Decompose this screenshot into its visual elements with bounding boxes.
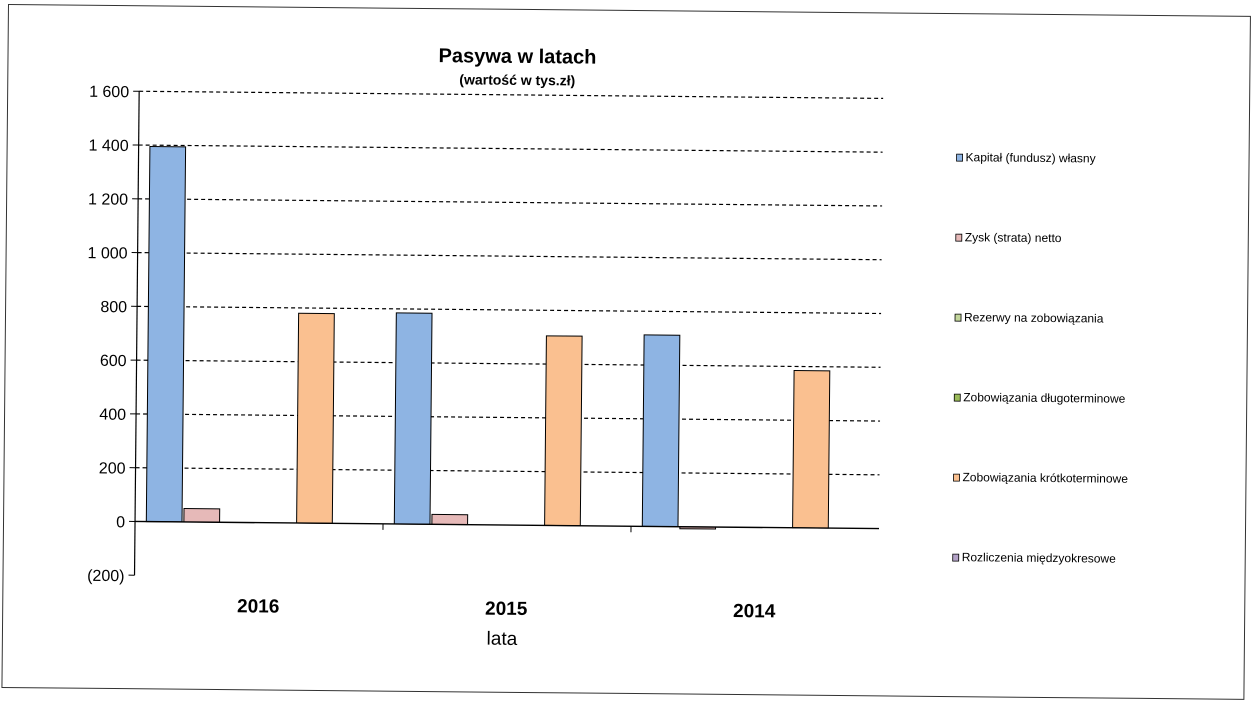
x-axis-label: lata (487, 629, 518, 650)
chart-subtitle: (wartość w tys.zł) (459, 71, 575, 88)
gridline (135, 467, 880, 476)
legend-label: Kapitał (fundusz) własny (966, 150, 1096, 165)
y-tick-label: 0 (116, 514, 125, 531)
y-axis-line (133, 91, 140, 576)
y-tick-label: 200 (99, 460, 126, 477)
gridline (136, 413, 881, 422)
bar-2015-s4 (544, 335, 583, 527)
chart-title: Pasywa w latach (438, 45, 596, 69)
legend-swatch (956, 153, 964, 162)
legend-swatch (954, 313, 962, 322)
legend-label: Rozliczenia międzyokresowe (962, 550, 1117, 565)
x-tick-label: 2015 (485, 599, 528, 620)
gridline (137, 251, 882, 261)
y-tick-label: 1 400 (89, 138, 129, 155)
bar-2016-s1 (183, 507, 221, 523)
chart-frame: Pasywa w latach (wartość w tys.zł) lata … (1, 4, 1251, 700)
bar-2016-s0 (145, 145, 187, 523)
legend-label: Zysk (strata) netto (965, 230, 1062, 245)
bar-chart: Pasywa w latach (wartość w tys.zł) lata … (87, 45, 1128, 650)
bar-2014-s0 (641, 334, 681, 528)
x-axis-line (135, 520, 880, 530)
legend-swatch (953, 473, 960, 482)
legend-swatch (952, 553, 960, 562)
bars (145, 145, 831, 530)
axes: (200) 0 200 400 600 800 1 000 1 200 1 400 1 600 20… (87, 84, 880, 622)
x-tick-label: 2014 (733, 601, 776, 622)
gridline (136, 359, 881, 368)
legend-swatch (953, 393, 961, 402)
bar-2014-s4 (792, 369, 831, 529)
bar-2016-s4 (296, 312, 335, 524)
y-tick-label: 1 000 (87, 245, 127, 262)
x-tick-label: 2016 (237, 596, 279, 617)
legend: Kapitał (fundusz) własny Zysk (strata) ne… (952, 150, 1128, 566)
bar-2015-s0 (393, 312, 433, 525)
gridline (137, 305, 882, 315)
y-tick-label: 600 (100, 353, 127, 370)
gridline (138, 144, 883, 153)
y-tick-label: 1 200 (88, 191, 128, 208)
legend-label: Zobowiązania długoterminowe (963, 390, 1126, 406)
y-tick-label: 1 600 (89, 84, 129, 101)
legend-label: Rezerwy na zobowiązania (964, 310, 1104, 325)
y-tick-label: 400 (99, 407, 126, 424)
legend-label: Zobowiązania krótkoterminowe (962, 470, 1128, 486)
gridline (138, 198, 883, 207)
y-tick-label: (200) (87, 568, 125, 585)
gridlines (135, 90, 884, 476)
legend-swatch (955, 233, 963, 242)
bar-2015-s1 (431, 513, 469, 526)
gridline (139, 90, 884, 100)
y-tick-label: 800 (100, 299, 127, 316)
